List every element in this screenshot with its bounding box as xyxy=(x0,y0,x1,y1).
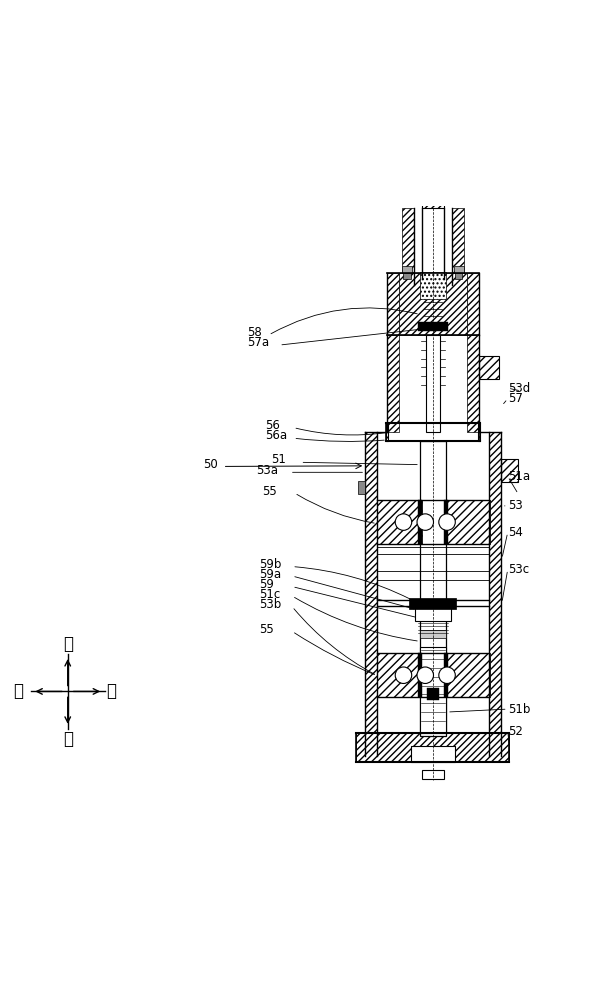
Text: 51: 51 xyxy=(271,453,286,466)
Text: 56a: 56a xyxy=(265,429,287,442)
Text: 51c: 51c xyxy=(259,588,280,601)
Bar xyxy=(467,335,479,432)
Bar xyxy=(489,432,501,756)
Circle shape xyxy=(439,514,455,530)
Text: 59a: 59a xyxy=(259,568,282,581)
Bar xyxy=(402,208,414,285)
Bar xyxy=(387,335,399,432)
Text: 左: 左 xyxy=(14,682,24,700)
Text: 54: 54 xyxy=(508,526,522,539)
Circle shape xyxy=(417,514,434,530)
Text: 上: 上 xyxy=(63,635,72,653)
Circle shape xyxy=(417,667,434,683)
Bar xyxy=(426,335,440,432)
Bar xyxy=(422,138,444,208)
Bar xyxy=(415,604,451,621)
Bar xyxy=(427,688,439,700)
Bar xyxy=(501,459,518,482)
Bar xyxy=(377,500,422,544)
Bar xyxy=(418,322,448,331)
Text: 56: 56 xyxy=(265,419,280,432)
Bar xyxy=(422,770,444,779)
Text: 下: 下 xyxy=(63,730,72,748)
Text: 59: 59 xyxy=(259,578,274,591)
Bar xyxy=(445,653,490,697)
Circle shape xyxy=(439,667,455,683)
Bar xyxy=(478,423,480,441)
Bar xyxy=(479,356,499,379)
Bar xyxy=(420,441,446,736)
Bar xyxy=(411,746,455,762)
Text: 58: 58 xyxy=(247,326,262,339)
Bar xyxy=(365,432,377,756)
Bar xyxy=(454,266,464,273)
Bar xyxy=(445,500,490,544)
Text: 53d: 53d xyxy=(508,382,530,395)
Circle shape xyxy=(395,514,412,530)
Bar xyxy=(411,746,455,762)
Bar xyxy=(467,273,479,335)
Bar xyxy=(403,273,411,279)
Text: 52: 52 xyxy=(508,725,522,738)
Bar xyxy=(386,423,388,441)
Bar xyxy=(452,208,464,285)
Bar xyxy=(356,733,509,762)
Bar xyxy=(420,272,446,299)
Bar xyxy=(420,647,446,733)
Text: 右: 右 xyxy=(107,682,117,700)
Bar xyxy=(418,500,422,544)
Bar xyxy=(358,481,365,494)
Bar xyxy=(420,630,446,638)
Text: 57: 57 xyxy=(508,392,522,405)
Text: 57a: 57a xyxy=(247,336,270,349)
Bar xyxy=(387,273,399,335)
Text: 50: 50 xyxy=(203,458,218,471)
Text: 55: 55 xyxy=(262,485,277,498)
Text: 51a: 51a xyxy=(508,470,530,483)
Bar xyxy=(399,273,467,335)
Text: 55: 55 xyxy=(259,623,274,636)
Bar xyxy=(455,273,462,279)
Text: 53b: 53b xyxy=(259,598,282,611)
Bar xyxy=(377,653,422,697)
Text: 53: 53 xyxy=(508,499,522,512)
Bar xyxy=(444,500,448,544)
Bar xyxy=(409,598,456,609)
Text: 53a: 53a xyxy=(256,464,278,477)
Bar xyxy=(444,653,448,697)
Text: 53c: 53c xyxy=(508,563,529,576)
Circle shape xyxy=(395,667,412,683)
Bar xyxy=(418,653,422,697)
Text: 59b: 59b xyxy=(259,558,282,571)
Bar xyxy=(402,266,412,273)
Text: 51b: 51b xyxy=(508,703,530,716)
